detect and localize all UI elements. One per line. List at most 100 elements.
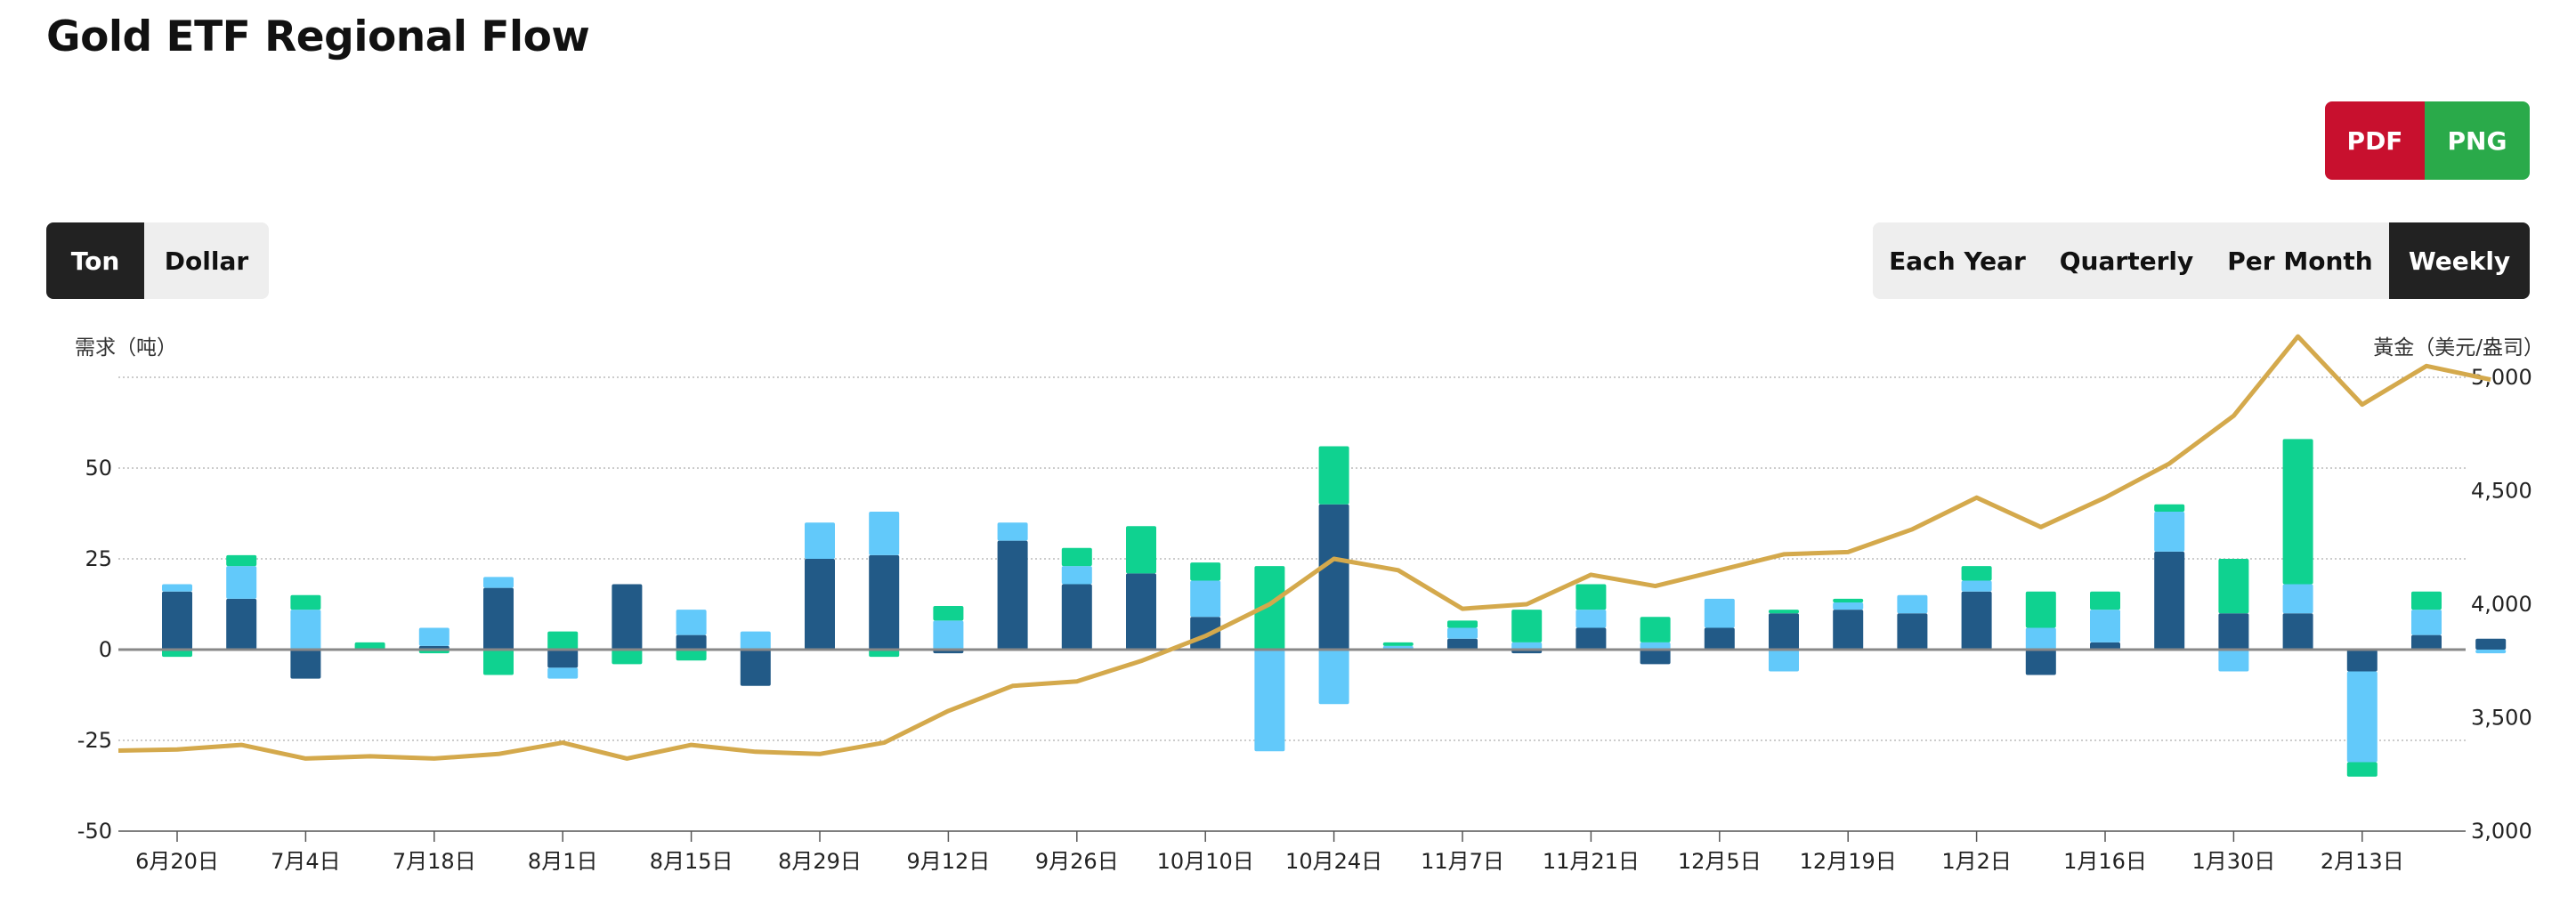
bar-dark-blue bbox=[676, 634, 707, 650]
bar-green bbox=[483, 650, 514, 675]
bar-dark-blue bbox=[2475, 638, 2507, 650]
bar-green bbox=[2411, 591, 2442, 610]
period-option-weekly[interactable]: Weekly bbox=[2389, 222, 2530, 299]
x-tick-label: 12月5日 bbox=[1678, 849, 1762, 874]
bar-dark-blue bbox=[1961, 591, 1992, 650]
bar-light-blue bbox=[676, 610, 707, 635]
bar-light-blue bbox=[1833, 602, 1864, 610]
x-tick-label: 11月21日 bbox=[1543, 849, 1640, 874]
bar-light-blue bbox=[418, 627, 450, 646]
bar-light-blue bbox=[290, 610, 321, 650]
bar-green bbox=[1382, 642, 1414, 646]
bar-dark-blue bbox=[1190, 617, 1221, 650]
x-tick-label: 7月4日 bbox=[271, 849, 341, 874]
bar-light-blue bbox=[547, 667, 579, 679]
bar-green bbox=[612, 650, 643, 665]
x-tick-label: 2月13日 bbox=[2321, 849, 2404, 874]
bar-dark-blue bbox=[1318, 504, 1349, 650]
x-tick-label: 11月7日 bbox=[1421, 849, 1504, 874]
bar-green bbox=[1190, 562, 1221, 581]
bar-green bbox=[1640, 617, 1671, 642]
bar-dark-blue bbox=[1061, 584, 1092, 650]
bar-light-blue bbox=[1511, 642, 1543, 650]
bar-green bbox=[290, 594, 321, 610]
bar-light-blue bbox=[1061, 566, 1092, 585]
bar-green bbox=[676, 650, 707, 661]
bar-dark-blue bbox=[2090, 642, 2120, 650]
bar-light-blue bbox=[226, 566, 257, 599]
bar-green bbox=[1769, 610, 1799, 614]
x-tick-label: 10月24日 bbox=[1285, 849, 1382, 874]
bar-light-blue bbox=[2025, 627, 2056, 650]
x-tick-label: 7月18日 bbox=[393, 849, 476, 874]
export-pdf-button[interactable]: PDF bbox=[2325, 101, 2425, 180]
bar-dark-blue bbox=[2346, 650, 2378, 672]
export-buttons: PDF PNG bbox=[2325, 101, 2530, 180]
x-tick-label: 9月26日 bbox=[1035, 849, 1119, 874]
bar-green bbox=[1318, 446, 1349, 505]
bar-green bbox=[1576, 584, 1607, 610]
bar-light-blue bbox=[2282, 584, 2313, 614]
bar-green bbox=[933, 606, 964, 621]
bar-dark-blue bbox=[1447, 638, 1478, 650]
bar-light-blue bbox=[483, 577, 514, 588]
bar-green bbox=[1447, 620, 1478, 628]
bar-light-blue bbox=[869, 511, 900, 555]
bar-green bbox=[547, 631, 579, 650]
bar-green bbox=[1833, 598, 1864, 602]
bar-dark-blue bbox=[2218, 613, 2249, 650]
bar-dark-blue bbox=[2025, 650, 2056, 675]
bar-light-blue bbox=[1447, 627, 1478, 639]
bar-light-blue bbox=[2090, 610, 2120, 642]
bar-light-blue bbox=[2411, 610, 2442, 635]
export-png-button[interactable]: PNG bbox=[2425, 101, 2530, 180]
bar-green bbox=[2154, 504, 2185, 512]
bar-light-blue bbox=[2154, 511, 2185, 552]
bar-dark-blue bbox=[805, 559, 835, 650]
right-tick-label: 3,500 bbox=[2471, 706, 2532, 731]
left-tick-label: -25 bbox=[77, 728, 112, 753]
bar-light-blue bbox=[933, 620, 964, 650]
bar-green bbox=[1254, 566, 1285, 650]
bar-green bbox=[1061, 547, 1092, 567]
bar-dark-blue bbox=[1704, 627, 1735, 650]
bar-light-blue bbox=[1254, 650, 1285, 752]
bar-light-blue bbox=[1769, 650, 1799, 672]
x-tick-label: 9月12日 bbox=[906, 849, 990, 874]
bar-dark-blue bbox=[1769, 613, 1799, 650]
bar-dark-blue bbox=[740, 650, 771, 686]
left-tick-label: 25 bbox=[85, 546, 112, 571]
bar-dark-blue bbox=[547, 650, 579, 668]
bar-dark-blue bbox=[1833, 610, 1864, 650]
unit-option-ton[interactable]: Ton bbox=[46, 222, 144, 299]
bar-dark-blue bbox=[226, 598, 257, 650]
bar-green bbox=[354, 642, 385, 650]
bar-light-blue bbox=[2346, 671, 2378, 763]
bar-green bbox=[2090, 591, 2120, 610]
period-option-quarterly[interactable]: Quarterly bbox=[2059, 246, 2194, 276]
page-title: Gold ETF Regional Flow bbox=[46, 12, 590, 61]
bar-dark-blue bbox=[1126, 573, 1156, 650]
bar-dark-blue bbox=[997, 540, 1028, 650]
bar-light-blue bbox=[805, 522, 835, 559]
bar-light-blue bbox=[997, 522, 1028, 541]
right-tick-label: 4,000 bbox=[2471, 592, 2532, 617]
x-tick-label: 8月15日 bbox=[650, 849, 733, 874]
bar-green bbox=[2025, 591, 2056, 628]
period-option-per-month[interactable]: Per Month bbox=[2227, 246, 2373, 276]
right-tick-label: 3,000 bbox=[2471, 819, 2532, 844]
bar-light-blue bbox=[740, 631, 771, 650]
bar-dark-blue bbox=[2411, 634, 2442, 650]
bar-dark-blue bbox=[483, 587, 514, 650]
bar-green bbox=[1961, 566, 1992, 581]
bar-green bbox=[1126, 526, 1156, 574]
period-option-each-year[interactable]: Each Year bbox=[1889, 246, 2026, 276]
unit-option-dollar[interactable]: Dollar bbox=[164, 246, 249, 276]
left-tick-label: -50 bbox=[77, 819, 112, 844]
bar-light-blue bbox=[1897, 594, 1928, 614]
bar-dark-blue bbox=[612, 584, 643, 650]
right-axis-label: 黃金（美元/盎司） bbox=[2373, 336, 2544, 360]
bar-green bbox=[1511, 610, 1543, 642]
bar-dark-blue bbox=[869, 554, 900, 650]
right-tick-label: 4,500 bbox=[2471, 479, 2532, 504]
